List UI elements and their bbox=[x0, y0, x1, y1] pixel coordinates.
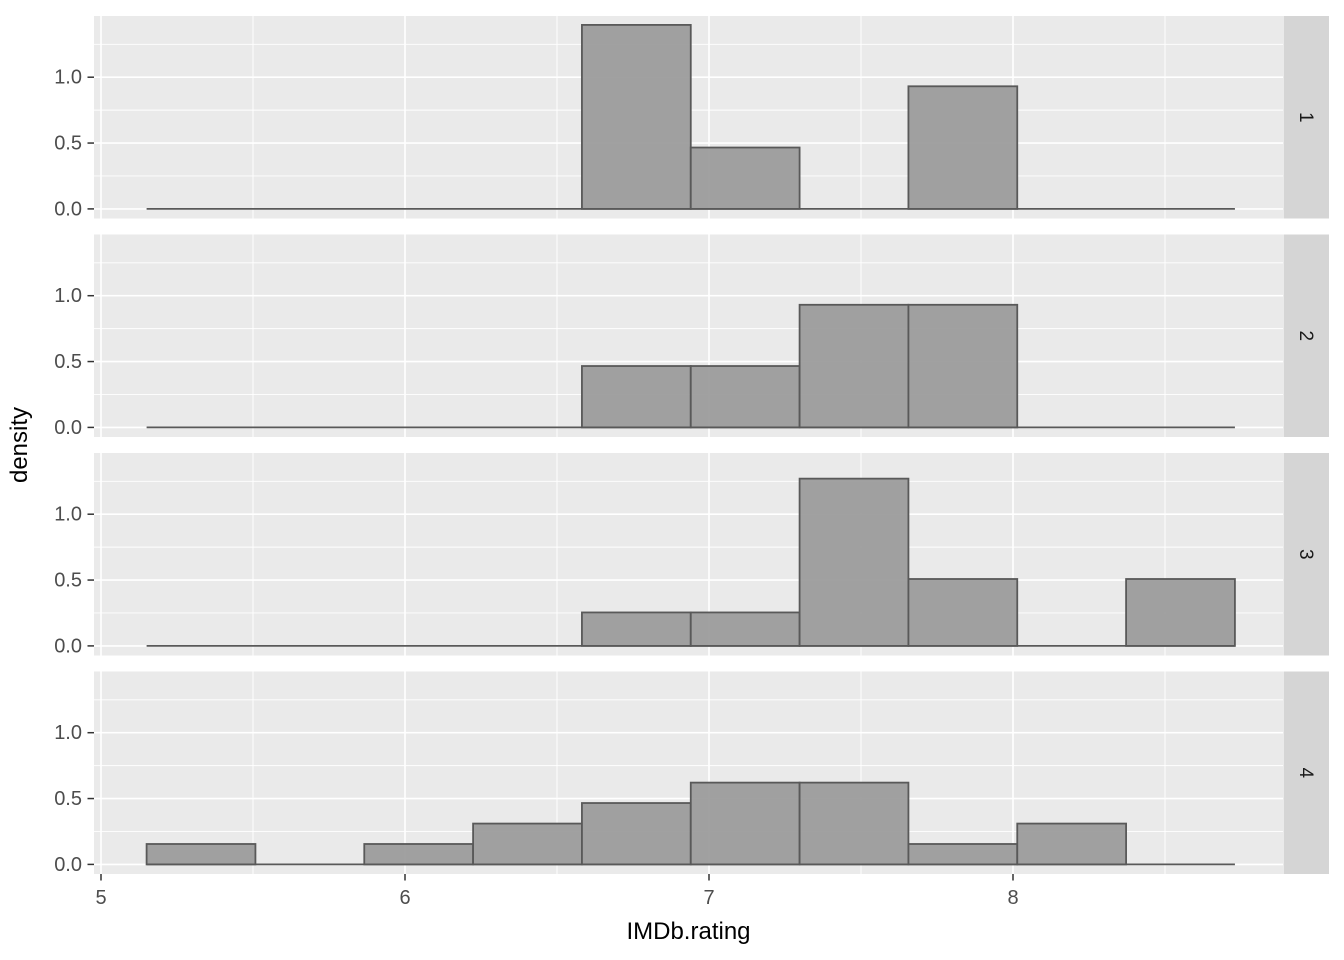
histogram-bar bbox=[1125, 578, 1236, 647]
histogram-bar bbox=[798, 303, 910, 429]
facet-panel: 3 bbox=[94, 453, 1329, 656]
x-tick-label: 6 bbox=[399, 887, 410, 909]
y-tick-label: 1.0 bbox=[54, 504, 82, 526]
histogram-bar bbox=[581, 365, 692, 429]
histogram-bar bbox=[689, 146, 801, 210]
minor-gridlines bbox=[94, 453, 1283, 656]
y-tick-label: 0.5 bbox=[54, 788, 82, 810]
histogram-bars bbox=[581, 477, 1236, 647]
y-tick-label: 1.0 bbox=[54, 67, 82, 89]
histogram-bar bbox=[798, 781, 910, 866]
facet-strip-label: 1 bbox=[1295, 112, 1316, 123]
histogram-bar bbox=[145, 843, 257, 866]
facet-panel: 2 bbox=[94, 234, 1329, 437]
facet-strip bbox=[1283, 16, 1329, 219]
y-tick-label: 0.0 bbox=[54, 417, 82, 439]
y-tick-label: 0.5 bbox=[54, 570, 82, 592]
facet-strip-label: 2 bbox=[1295, 330, 1316, 341]
histogram-bar bbox=[907, 578, 1019, 647]
y-tick-label: 1.0 bbox=[54, 722, 82, 744]
histogram-bar bbox=[581, 802, 692, 866]
histogram-bar bbox=[907, 843, 1019, 866]
histogram-bar bbox=[581, 611, 692, 647]
x-tick-label: 8 bbox=[1007, 887, 1018, 909]
x-axis-title: IMDb.rating bbox=[626, 918, 750, 945]
histogram-bar bbox=[1016, 822, 1127, 866]
facet-strip-label: 3 bbox=[1295, 549, 1316, 560]
x-tick-label: 7 bbox=[703, 887, 714, 909]
facet-strip bbox=[1283, 671, 1329, 874]
y-tick-label: 0.0 bbox=[54, 854, 82, 876]
histogram-bars bbox=[581, 303, 1019, 429]
y-tick-label: 1.0 bbox=[54, 285, 82, 307]
y-tick-label: 0.5 bbox=[54, 133, 82, 155]
facet-strip bbox=[1283, 453, 1329, 656]
y-axis-title: density bbox=[6, 407, 33, 483]
y-tick-label: 0.5 bbox=[54, 351, 82, 373]
y-tick-label: 0.0 bbox=[54, 635, 82, 657]
histogram-bar bbox=[798, 477, 910, 647]
x-tick-label: 5 bbox=[95, 887, 106, 909]
histogram-bar bbox=[581, 24, 692, 210]
facet-panel: 4 bbox=[94, 671, 1329, 874]
histogram-bar bbox=[689, 365, 801, 429]
histogram-bars bbox=[145, 781, 1127, 866]
axes: 0.0 0.5 1.0 0.0 0.5 1.0 0.0 0.5 1.0 0.0 0.5 1.0 5 6 7 8 bbox=[54, 67, 1018, 909]
histogram-bar bbox=[907, 85, 1019, 210]
histogram-bar bbox=[689, 611, 801, 647]
histogram-bar bbox=[472, 822, 583, 866]
histogram-bar bbox=[689, 781, 801, 866]
facet-strip bbox=[1283, 234, 1329, 437]
histogram-bar bbox=[907, 303, 1019, 429]
facet-panels: 1 2 3 4 bbox=[94, 16, 1329, 874]
y-tick-label: 0.0 bbox=[54, 198, 82, 220]
facet-strip-label: 4 bbox=[1295, 767, 1316, 778]
histogram-bar bbox=[363, 843, 474, 866]
facet-panel: 1 bbox=[94, 16, 1329, 219]
histogram-bars bbox=[581, 24, 1019, 210]
